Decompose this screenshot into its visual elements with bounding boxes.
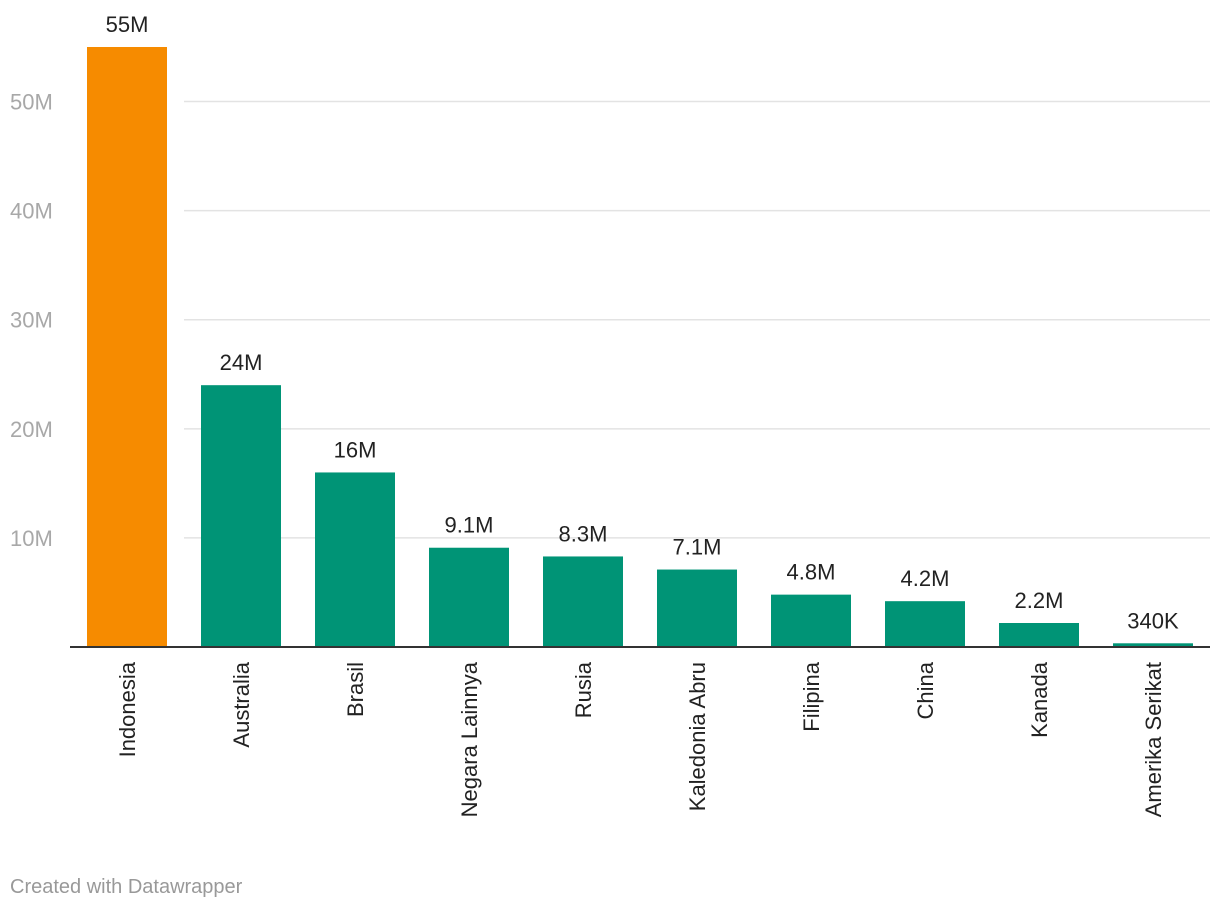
data-label: 7.1M	[673, 535, 722, 560]
y-tick-label: 30M	[10, 308, 53, 333]
credit-text: Created with Datawrapper	[10, 876, 243, 898]
bar	[315, 472, 395, 647]
data-label: 8.3M	[559, 521, 608, 546]
x-tick-label: China	[913, 661, 938, 719]
data-label: 4.2M	[901, 566, 950, 591]
x-tick-label: Indonesia	[115, 661, 140, 757]
bar	[87, 47, 167, 647]
data-label: 2.2M	[1015, 588, 1064, 613]
x-tick-label: Kanada	[1027, 661, 1052, 738]
x-tick-label: Kaledonia Abru	[685, 662, 710, 811]
x-tick-label: Brasil	[343, 662, 368, 717]
y-axis-ticks: 10M 20M 30M 40M 50M	[10, 90, 53, 551]
bar	[201, 385, 281, 647]
data-labels: 55M 24M 16M 9.1M 8.3M 7.1M 4.8M 4.2M 2.2M 340K	[106, 12, 1179, 633]
x-axis-ticks: Indonesia Australia Brasil Negara Lainnya Ru…	[115, 661, 1166, 817]
data-label: 4.8M	[787, 560, 836, 585]
y-tick-label: 10M	[10, 526, 53, 551]
bar	[657, 569, 737, 647]
gridlines	[184, 100, 1210, 539]
bar	[885, 601, 965, 647]
bar	[429, 547, 509, 647]
bar	[999, 623, 1079, 647]
y-tick-label: 40M	[10, 199, 53, 224]
bar	[543, 556, 623, 647]
x-tick-label: Rusia	[571, 661, 596, 718]
x-tick-label: Filipina	[799, 661, 824, 731]
data-label: 16M	[334, 437, 377, 462]
bar	[771, 594, 851, 647]
x-tick-label: Amerika Serikat	[1141, 662, 1166, 817]
x-tick-label: Australia	[229, 661, 254, 747]
data-label: 55M	[106, 12, 149, 37]
data-label: 9.1M	[445, 513, 494, 538]
bar	[1113, 643, 1193, 647]
x-tick-label: Negara Lainnya	[457, 661, 482, 817]
bars	[87, 47, 1193, 647]
y-tick-label: 20M	[10, 417, 53, 442]
data-label: 340K	[1127, 608, 1179, 633]
data-label: 24M	[220, 350, 263, 375]
y-tick-label: 50M	[10, 90, 53, 115]
